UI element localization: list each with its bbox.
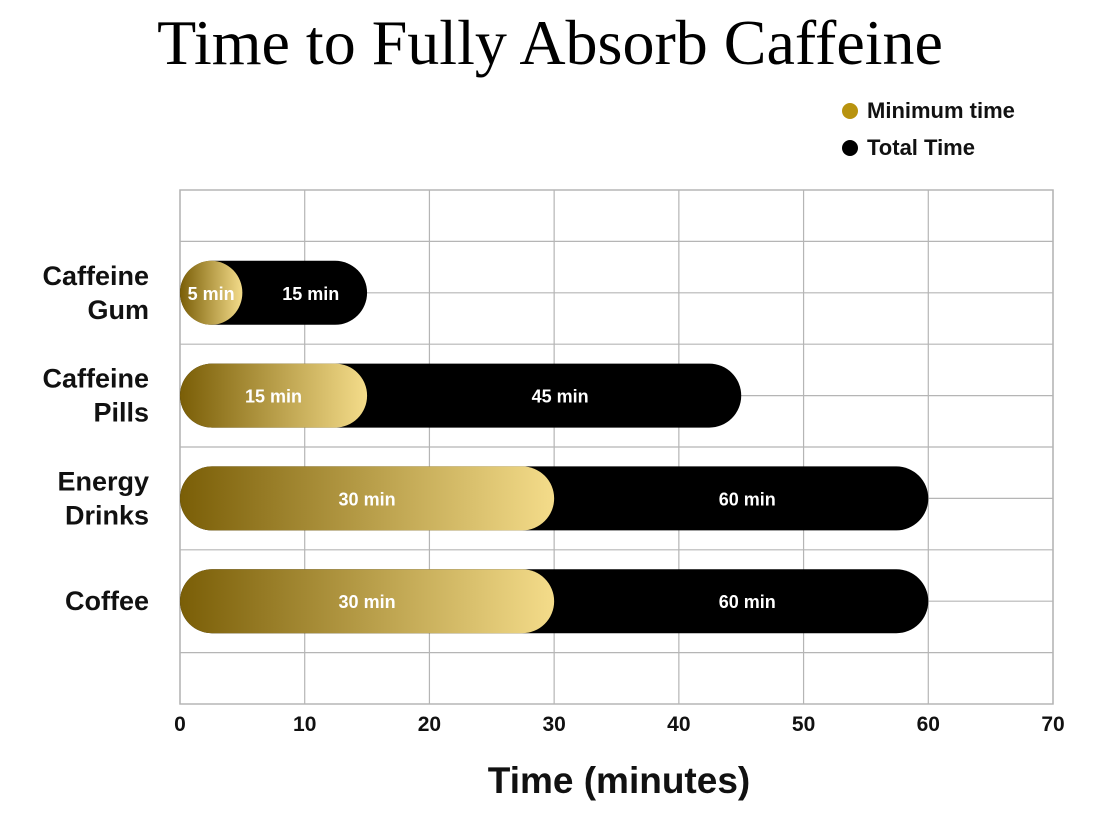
x-axis-label: Time (minutes) [487, 760, 751, 801]
bar-label-total-1: 45 min [532, 387, 589, 407]
category-label-2-1: Drinks [65, 500, 149, 530]
legend-swatch-total [842, 139, 858, 156]
legend-item-total-time: Total Time [842, 129, 1015, 166]
bar-minimum-0 [180, 260, 243, 325]
legend: Minimum time Total Time [842, 92, 1015, 166]
x-tick-40: 40 [667, 713, 690, 736]
bar-label-minimum-0: 5 min [188, 284, 235, 304]
legend-label-minimum-time: Minimum time [867, 97, 1015, 123]
x-tick-20: 20 [418, 713, 441, 736]
bars: 5 min 15 min 15 min 45 min 30 min 60 min 30 mi… [180, 260, 929, 634]
x-tick-30: 30 [542, 713, 565, 736]
legend-label-total-time: Total Time [867, 134, 975, 160]
bar-minimum-2 [180, 466, 555, 531]
bar-label-total-2: 60 min [719, 489, 776, 509]
bar-label-minimum-2: 30 min [339, 489, 396, 509]
category-label-0-1: Gum [87, 295, 149, 325]
category-label-2-0: Energy [57, 466, 149, 496]
bar-minimum-1 [180, 363, 368, 428]
chart-title: Time to Fully Absorb Caffeine [157, 7, 943, 78]
bar-label-minimum-1: 15 min [245, 387, 302, 407]
category-label-1-1: Pills [93, 398, 149, 428]
bar-label-total-3: 60 min [719, 592, 776, 612]
bar-minimum-3 [180, 569, 555, 634]
category-label-1-0: Caffeine [42, 364, 149, 394]
x-tick-10: 10 [293, 713, 316, 736]
x-tick-70: 70 [1041, 713, 1064, 736]
category-label-3-0: Coffee [65, 586, 149, 616]
x-tick-60: 60 [917, 713, 940, 736]
bar-label-total-0: 15 min [282, 284, 339, 304]
category-label-0-0: Caffeine [42, 261, 149, 291]
x-tick-0: 0 [174, 713, 186, 736]
x-axis-ticks: 0 10 20 30 40 50 60 70 [174, 713, 1065, 736]
legend-swatch-minimum [842, 102, 858, 119]
bar-label-minimum-3: 30 min [339, 592, 396, 612]
x-tick-50: 50 [792, 713, 815, 736]
legend-item-minimum-time: Minimum time [842, 92, 1015, 129]
category-labels: Caffeine Gum Caffeine Pills Energy Drinks Coff… [42, 261, 149, 616]
